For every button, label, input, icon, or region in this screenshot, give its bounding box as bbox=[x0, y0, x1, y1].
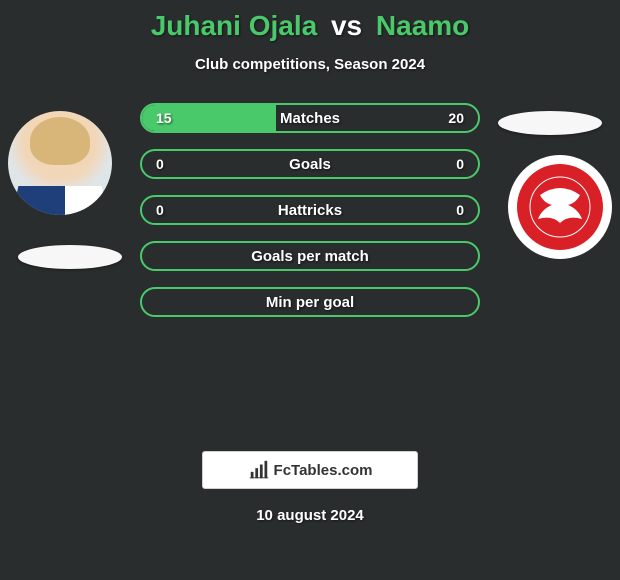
stat-bar-goals: 0 Goals 0 bbox=[140, 149, 480, 179]
eagle-icon bbox=[528, 175, 592, 239]
player2-team-pill bbox=[498, 111, 602, 135]
stat-label: Matches bbox=[280, 110, 340, 127]
stat-left-value: 15 bbox=[156, 110, 172, 126]
stat-label: Hattricks bbox=[278, 202, 342, 219]
stat-right-value: 20 bbox=[448, 110, 464, 126]
player1-avatar bbox=[8, 111, 112, 215]
stat-bar-hattricks: 0 Hattricks 0 bbox=[140, 195, 480, 225]
stat-left-value: 0 bbox=[156, 202, 164, 218]
branding-text: FcTables.com bbox=[274, 462, 373, 479]
stat-label: Min per goal bbox=[266, 294, 354, 311]
comparison-body: 15 Matches 20 0 Goals 0 0 Hattricks 0 Go… bbox=[0, 103, 620, 443]
page-title: Juhani Ojala vs Naamo bbox=[0, 0, 620, 42]
club-badge-inner bbox=[517, 164, 603, 250]
branding-box: FcTables.com bbox=[202, 451, 418, 489]
stat-bars: 15 Matches 20 0 Goals 0 0 Hattricks 0 Go… bbox=[140, 103, 480, 333]
stat-label: Goals per match bbox=[251, 248, 369, 265]
stat-right-value: 0 bbox=[456, 156, 464, 172]
player1-team-pill bbox=[18, 245, 122, 269]
stat-bar-mpg: Min per goal bbox=[140, 287, 480, 317]
player2-club-badge bbox=[508, 155, 612, 259]
player1-name: Juhani Ojala bbox=[151, 10, 318, 41]
stat-bar-matches: 15 Matches 20 bbox=[140, 103, 480, 133]
stat-left-value: 0 bbox=[156, 156, 164, 172]
vs-text: vs bbox=[331, 10, 362, 41]
player2-name: Naamo bbox=[376, 10, 469, 41]
stat-label: Goals bbox=[289, 156, 331, 173]
subtitle: Club competitions, Season 2024 bbox=[0, 56, 620, 73]
stat-bar-gpm: Goals per match bbox=[140, 241, 480, 271]
stat-right-value: 0 bbox=[456, 202, 464, 218]
bar-chart-icon bbox=[248, 459, 270, 481]
footer-date: 10 august 2024 bbox=[0, 507, 620, 524]
